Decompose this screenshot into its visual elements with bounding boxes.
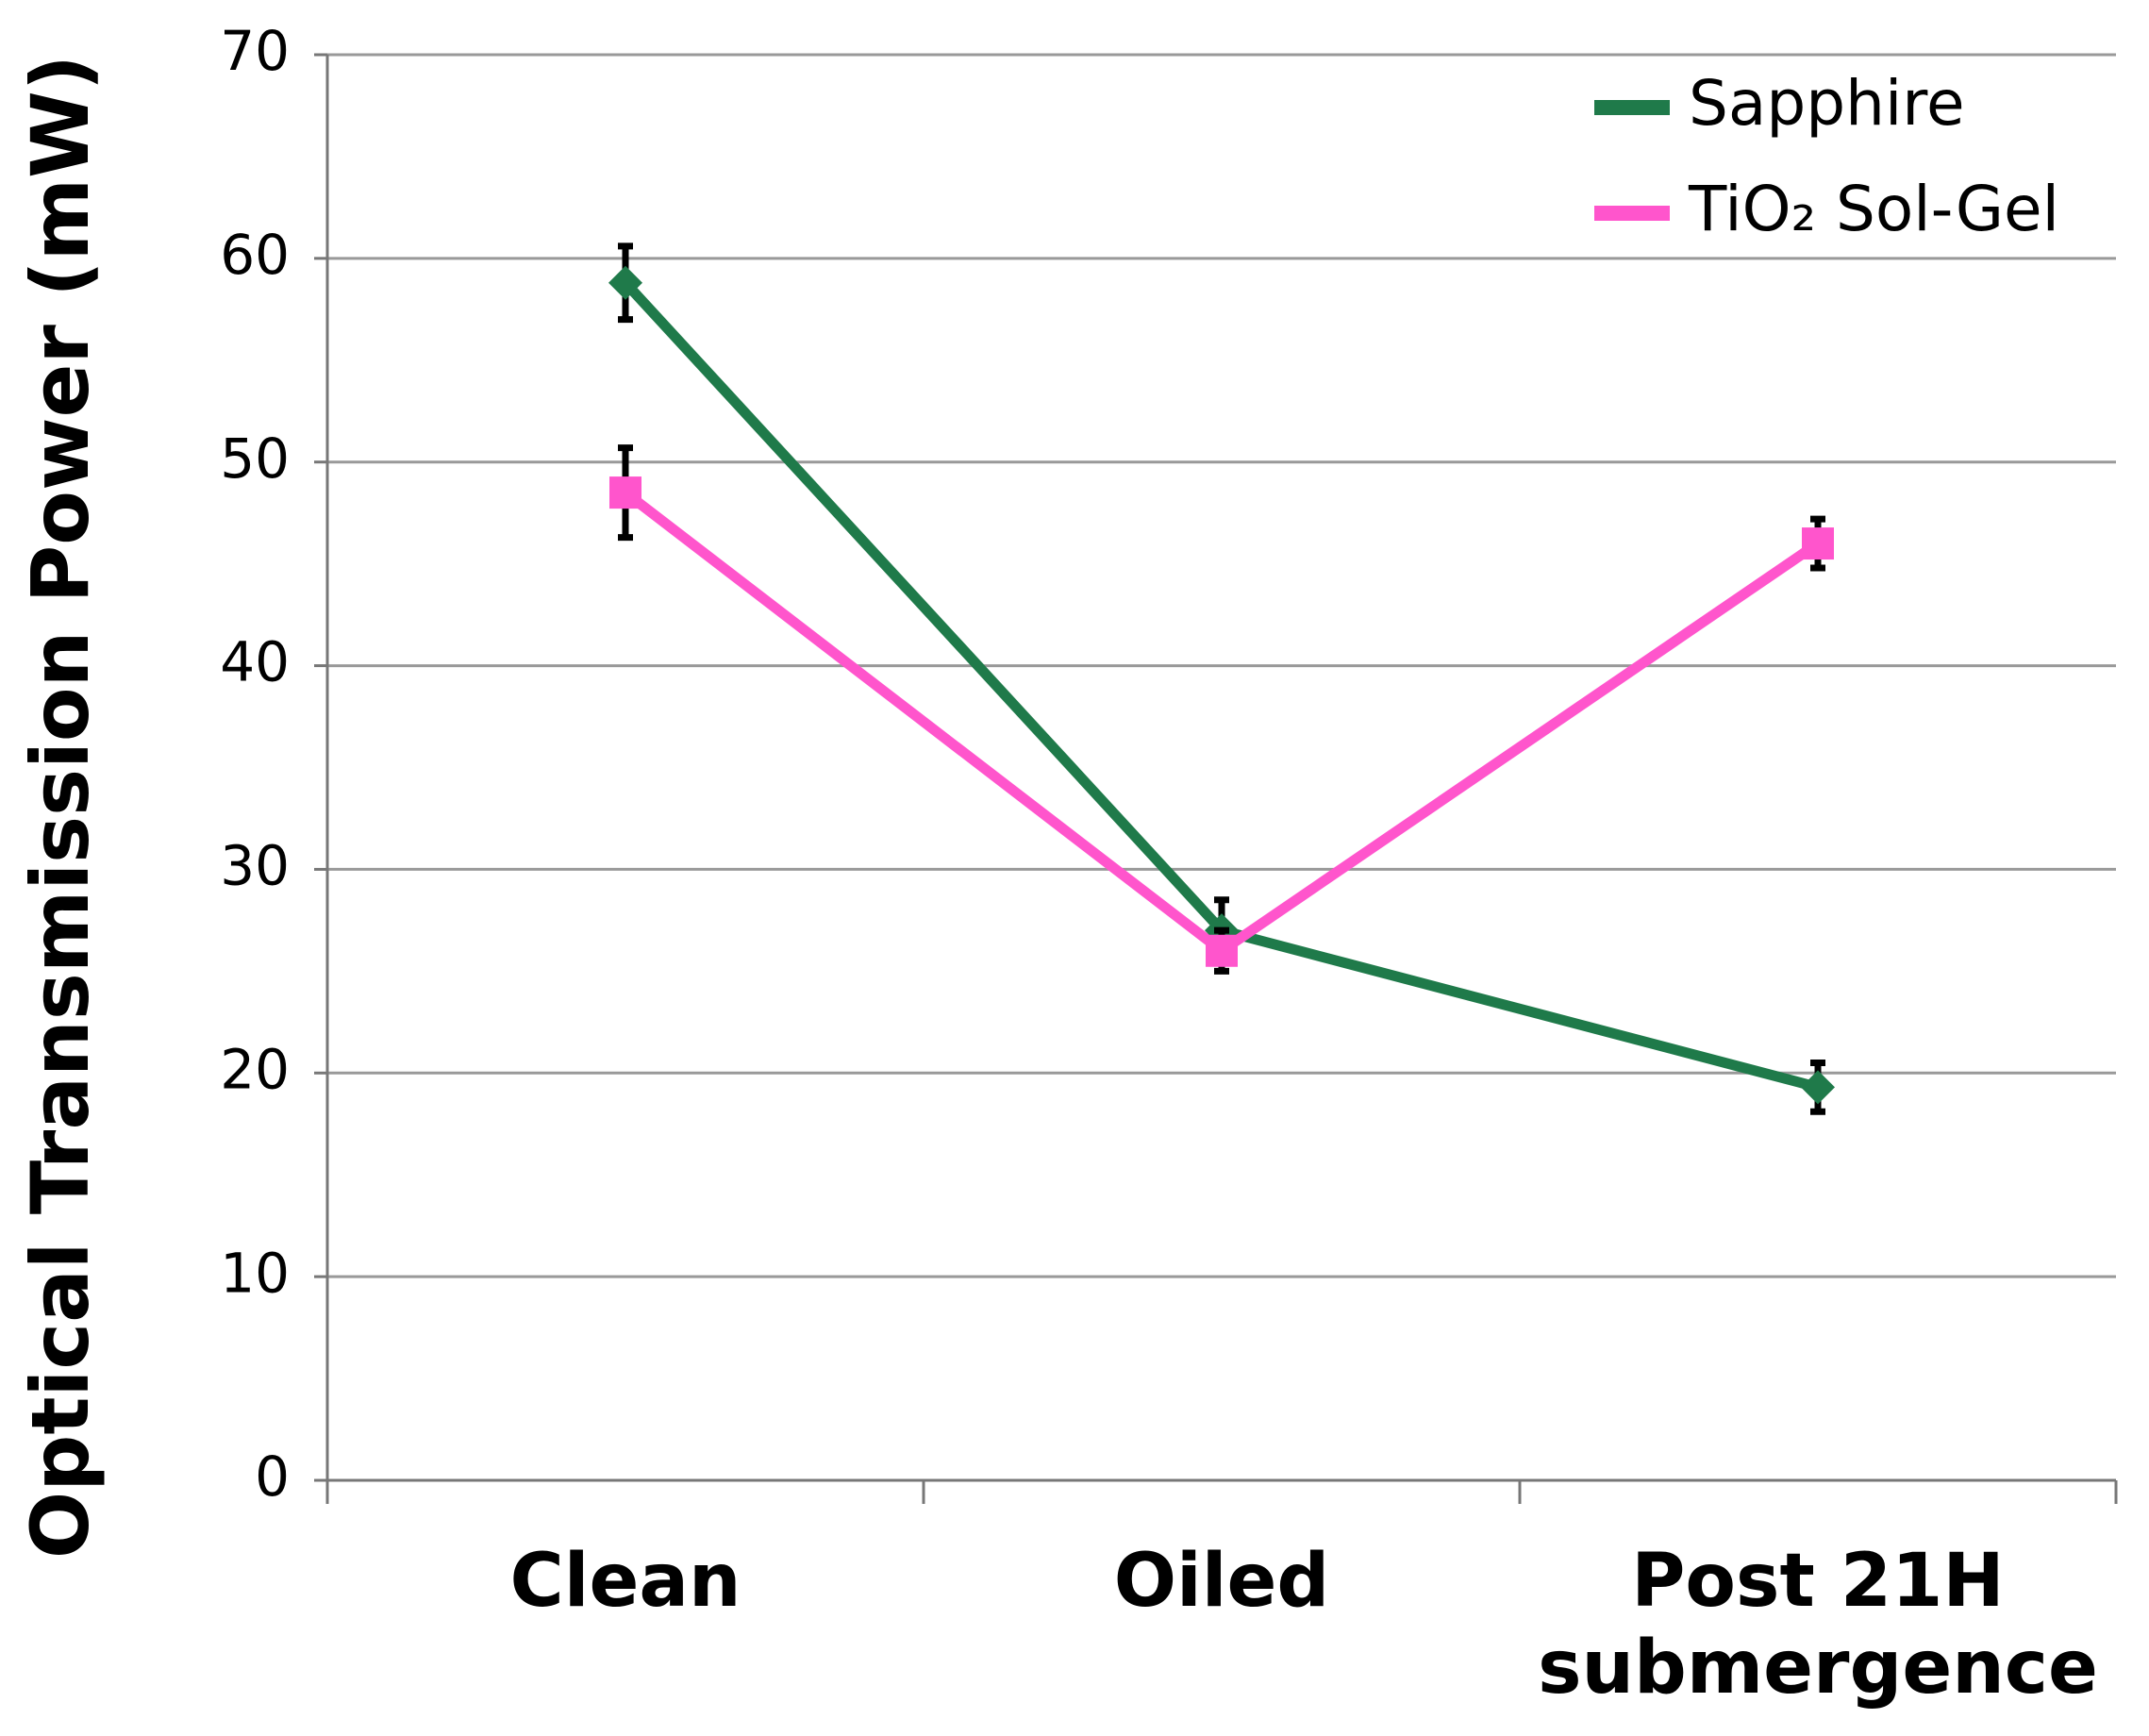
marker [1206, 934, 1238, 967]
legend-label: TiO₂ Sol-Gel [1688, 173, 2059, 245]
y-tick-label: 50 [220, 426, 290, 491]
x-tick-label: Post 21H submergence [1538, 1539, 2098, 1711]
y-axis-label: Optical Transmission Power (mW) [14, 55, 107, 1559]
y-tick-label: 60 [220, 223, 290, 287]
marker [609, 476, 641, 509]
y-tick-label: 0 [255, 1444, 290, 1509]
legend-label: Sapphire [1689, 67, 1965, 140]
x-tick-label: Clean [509, 1539, 741, 1624]
y-tick-label: 20 [220, 1037, 290, 1101]
y-tick-label: 30 [220, 834, 290, 898]
marker [608, 265, 642, 300]
marker [1801, 1070, 1835, 1105]
y-tick-label: 70 [220, 19, 290, 83]
y-tick-label: 40 [220, 630, 290, 694]
y-tick-label: 10 [220, 1241, 290, 1305]
x-tick-label: Oiled [1113, 1539, 1330, 1624]
marker [1802, 527, 1834, 560]
series-line [622, 488, 1822, 957]
